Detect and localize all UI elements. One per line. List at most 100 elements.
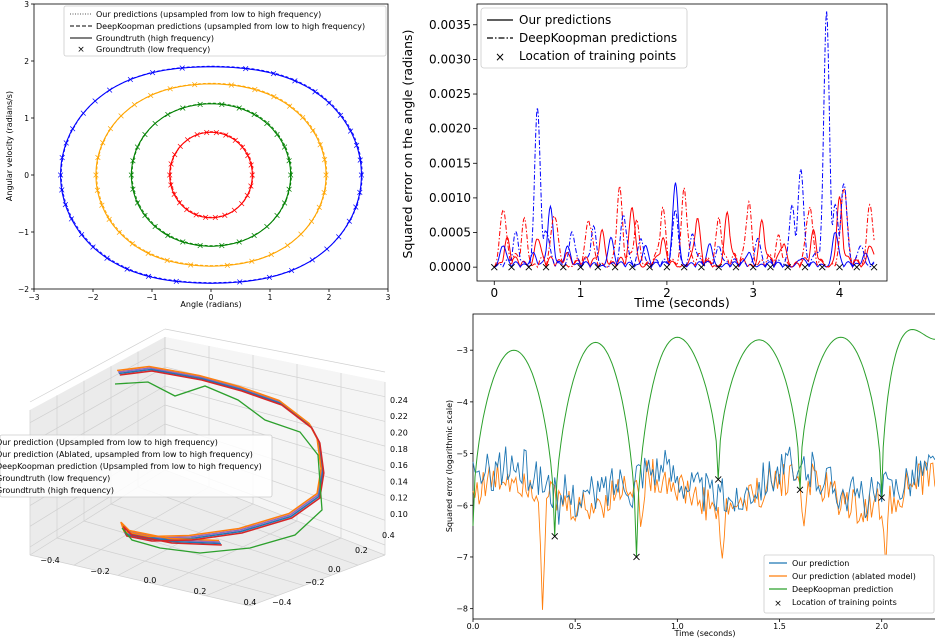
phase-orbit-marker (130, 158, 136, 164)
phase-xtick-label: 0 (209, 293, 214, 302)
angle-training-point (680, 263, 688, 271)
phase-orbit-marker (268, 251, 274, 258)
angle-training-point (698, 263, 705, 271)
phase-orbit-marker (172, 151, 178, 158)
angle-xtick-label: 1 (577, 286, 585, 300)
phase-orbit-marker (326, 100, 332, 106)
phase-orbit-marker (197, 242, 203, 249)
phase-xtick-label: 3 (386, 293, 391, 302)
3d-gridline (83, 520, 305, 586)
phase-ytick-label: 2 (24, 57, 29, 66)
angle-training-point (611, 263, 619, 271)
phase-orbit-marker (274, 212, 280, 219)
phase-legend-box (63, 5, 387, 57)
phase-orbit-marker (292, 78, 298, 84)
angle-ytick-label: 0.0030 (429, 52, 471, 66)
phase-orbit-marker (152, 223, 158, 230)
angle-ytick-label: 0.0005 (429, 226, 471, 240)
3d-gridline (164, 347, 386, 398)
3d-gridline (164, 385, 386, 447)
log-ytick-label: −3 (456, 346, 468, 355)
phase-orbit-marker (192, 82, 198, 88)
phase-orbit-marker (353, 142, 360, 149)
phase-orbit-marker (59, 187, 65, 193)
phase-orbit-marker (145, 250, 151, 256)
phase-orbit-marker (194, 132, 200, 138)
phase-orbit-marker (130, 186, 136, 192)
3d-xtick-label: 0.0 (144, 576, 157, 585)
3d-gridline (161, 520, 298, 586)
3d-gridline (73, 486, 210, 566)
phase-orbit-marker (324, 246, 330, 252)
phase-orbit-marker (249, 172, 255, 178)
phase-orbit-marker (152, 120, 158, 127)
phase-orbit-marker (251, 111, 257, 118)
phase-orbit-marker (321, 157, 328, 163)
phase-orbit-marker (116, 229, 123, 236)
phase-orbit-marker (70, 126, 76, 132)
angle-xtick-label: 2 (663, 286, 671, 300)
phase-legend: Our predictions (upsampled from low to h… (63, 5, 387, 57)
3d-gridline (164, 404, 386, 472)
phase-orbit-marker (134, 200, 141, 206)
3d-xtick-label: −0.2 (90, 567, 109, 576)
phase-orbit-marker (94, 187, 101, 193)
phase-orbit-marker (346, 218, 352, 224)
phase-legend-swatch-x: × (77, 45, 85, 55)
3d-ztick-label: 0.16 (390, 461, 408, 470)
phase-orbit-marker (298, 231, 304, 237)
phase-orbit-marker (212, 214, 218, 221)
3d-pane-right (165, 337, 385, 555)
phase-orbit-marker (274, 131, 280, 138)
phase-orbit-marker (57, 172, 64, 178)
log-legend-label: Our prediction (792, 559, 849, 568)
angle-training-point (646, 263, 653, 271)
angle-training-point (818, 263, 826, 271)
phase-orbit-marker (59, 154, 65, 161)
phase-orbit-marker (284, 242, 291, 248)
angle-training-point (715, 263, 723, 271)
phase-orbit-marker (357, 157, 363, 163)
angle-training-point (594, 263, 602, 271)
phase-orbit-marker (204, 129, 210, 136)
angle-ytick-label: 0.0035 (429, 18, 471, 32)
log-legend-label: Location of training points (792, 598, 897, 607)
phase-orbit-marker (92, 98, 98, 104)
log-xlabel: Time (seconds) (673, 629, 735, 638)
3d-ytick-label: −0.4 (272, 598, 291, 607)
phase-legend-label: DeepKoopman predictions (upsampled from … (96, 22, 365, 31)
phase-orbit-marker (239, 144, 246, 150)
3d-ytick-label: 0.0 (328, 565, 341, 574)
angle-ytick-label: 0.0020 (429, 122, 471, 136)
3d-ticks: 0.10 0.12 0.14 0.16 0.18 0.20 0.22 0.24 −0.4 −0.2… (40, 396, 408, 607)
phase-orbit-marker (219, 101, 225, 108)
3d-trajectories (114, 365, 325, 554)
angle-ytick-label: 0.0015 (429, 156, 471, 170)
log-training-point (551, 532, 559, 540)
3d-gridline (56, 537, 278, 597)
angle-ticks: 0 1 2 3 4 0.0000 0.0005 0.0010 0.0015 0.0020 0.002… (429, 18, 843, 300)
3d-trajectory-line (119, 370, 325, 546)
phase-orbit-marker (104, 255, 110, 261)
angle-training-point (577, 263, 584, 271)
phase-orbit-marker (323, 172, 329, 178)
phase-orbit-marker (270, 70, 277, 77)
3d-legend: Our prediction (Upsampled from low to hi… (0, 434, 273, 498)
phase-orbit-marker (179, 65, 185, 71)
angle-legend-label: Location of training points (519, 49, 676, 63)
3d-legend-label: Groundtruth (low frequency) (0, 474, 110, 483)
phase-orbit-marker (239, 200, 245, 207)
angle-training-point (559, 263, 567, 271)
phase-legend-label: Our predictions (upsampled from low to h… (96, 10, 321, 19)
3d-ytick-label: −0.2 (305, 578, 324, 587)
log-legend: Our prediction Our prediction (ablated m… (763, 554, 935, 614)
phase-orbit-marker (177, 143, 183, 150)
angle-ytick-label: 0.0010 (429, 191, 471, 205)
log-legend-label: DeepKoopman prediction (792, 585, 893, 594)
phase-orbit-marker (168, 161, 174, 167)
phase-orbits (57, 65, 365, 285)
log-error-panel: 0.0 0.5 1.0 1.5 2.0 −8 −7 −6 −5 −4 −3 Time (second… (445, 313, 935, 638)
angle-training-point (542, 263, 550, 271)
